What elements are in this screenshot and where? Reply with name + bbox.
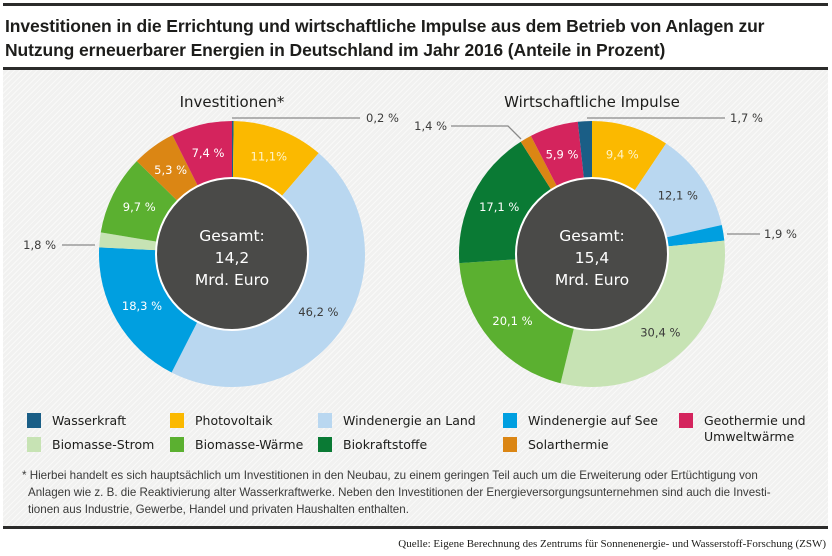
data-label-solarthermie: 5,3 %	[154, 163, 187, 177]
legend-label: Biomasse-Strom	[52, 437, 154, 453]
chart-title-investitionen: Investitionen*	[180, 93, 285, 111]
legend-label-line: Windenergie an Land	[343, 413, 476, 428]
slice-geothermie-und-umweltwaerme	[172, 121, 232, 188]
slice-photovoltaik	[592, 121, 667, 193]
center-disc	[515, 177, 669, 331]
data-label-windenergie-an-land: 46,2 %	[298, 305, 338, 319]
center-disc	[155, 177, 309, 331]
legend-item-wasserkraft: Wasserkraft	[27, 413, 126, 429]
donut-investitionen: Investitionen* 0,2 % 11,1% 46,2 % 18,3 % 1,8…	[23, 93, 399, 388]
source-note: Quelle: Eigene Berechnung des Zentrums f…	[398, 538, 826, 550]
legend-item-biokraftstoffe: Biokraftstoffe	[318, 437, 427, 453]
data-label-windenergie-auf-see: 1,9 %	[764, 227, 797, 241]
data-label-biokraftstoffe: 17,1 %	[479, 200, 519, 214]
data-label-biomasse-strom: 1,8 %	[23, 238, 56, 252]
center-label-line: 14,2	[215, 249, 250, 267]
slice-wasserkraft	[232, 121, 234, 181]
slice-geothermie-und-umweltwaerme	[530, 121, 585, 189]
legend-label-line: Windenergie auf See	[528, 413, 658, 428]
leader-line-solarthermie	[451, 125, 522, 140]
legend-swatch	[503, 437, 517, 452]
donut-wirtschaftliche-impulse: Wirtschaftliche Impulse 9,4 % 12,1 % 1,9 %…	[414, 93, 797, 388]
legend-item-windenergie-an-land: Windenergie an Land	[318, 413, 476, 429]
data-label-photovoltaik: 9,4 %	[606, 148, 639, 162]
slice-photovoltaik	[232, 121, 319, 198]
legend-swatch	[170, 437, 184, 452]
legend-label: Windenergie an Land	[343, 413, 476, 429]
center-label-line: Gesamt:	[559, 227, 625, 245]
legend-swatch	[27, 413, 41, 428]
slice-solarthermie	[520, 135, 558, 192]
legend-label-line: Solarthermie	[528, 437, 609, 452]
footnote: * Hierbei handelt es sich hauptsächlich …	[22, 467, 812, 518]
legend-swatch	[679, 413, 693, 428]
legend-label-line: Biokraftstoffe	[343, 437, 428, 452]
legend-swatch	[318, 437, 332, 452]
center-label-line: Gesamt:	[199, 227, 265, 245]
legend-label: Windenergie auf See	[528, 413, 658, 429]
title-line-2: Nutzung erneuerbarer Energien in Deutsch…	[5, 40, 666, 60]
slice-biomasse-strom	[99, 232, 159, 251]
legend-label-line: Umweltwärme	[704, 429, 795, 444]
legend-label: Wasserkraft	[52, 413, 126, 429]
center-label-line: Mrd. Euro	[195, 271, 269, 289]
slice-biomasse-waerme	[459, 259, 575, 384]
legend-label: Biokraftstoffe	[343, 437, 427, 453]
legend-label: Geothermie und Umweltwärme	[704, 413, 806, 445]
legend-label-line: Geothermie und	[704, 413, 806, 428]
data-label-photovoltaik: 11,1%	[251, 150, 288, 164]
footnote-line-1: * Hierbei handelt es sich hauptsächlich …	[22, 469, 758, 482]
footnote-line-2: Anlagen wie z. B. die Reaktivierung alte…	[28, 486, 771, 499]
top-rule	[3, 3, 828, 6]
legend-label-line: Biomasse-Wärme	[195, 437, 304, 452]
data-label-geothermie-und-umweltwaerme: 7,4 %	[192, 146, 225, 160]
legend-label: Photovoltaik	[195, 413, 272, 429]
data-label-biomasse-waerme: 20,1 %	[492, 314, 532, 328]
legend-item-solarthermie: Solarthermie	[503, 437, 609, 453]
title-line-1: Investitionen in die Errichtung und wirt…	[5, 16, 765, 36]
slice-biomasse-strom	[560, 240, 725, 388]
slice-biomasse-waerme	[100, 161, 180, 242]
footnote-line-3: tionen aus Industrie, Gewerbe, Handel un…	[28, 503, 409, 516]
legend-swatch	[318, 413, 332, 428]
legend-item-biomasse-waerme: Biomasse-Wärme	[170, 437, 303, 453]
chart-title: Investitionen in die Errichtung und wirt…	[5, 14, 825, 62]
data-label-windenergie-an-land: 12,1 %	[658, 188, 698, 202]
legend-item-windenergie-auf-see: Windenergie auf See	[503, 413, 658, 429]
legend-item-biomasse-strom: Biomasse-Strom	[27, 437, 154, 453]
data-label-wasserkraft: 0,2 %	[366, 111, 399, 125]
data-label-biomasse-strom: 30,4 %	[640, 325, 680, 339]
legend-swatch	[170, 413, 184, 428]
legend-label-line: Photovoltaik	[195, 413, 273, 428]
legend-item-photovoltaik: Photovoltaik	[170, 413, 272, 429]
slice-biokraftstoffe	[459, 141, 553, 264]
legend-label: Solarthermie	[528, 437, 609, 453]
legend-swatch	[503, 413, 517, 428]
data-label-solarthermie: 1,4 %	[414, 119, 447, 133]
legend-item-geothermie-und-umweltwaerme: Geothermie und Umweltwärme	[679, 413, 806, 445]
data-label-windenergie-auf-see: 18,3 %	[122, 299, 162, 313]
data-label-geothermie-und-umweltwaerme: 5,9 %	[546, 147, 579, 161]
legend-label-line: Wasserkraft	[52, 413, 127, 428]
center-label-line: 15,4	[575, 249, 610, 267]
data-label-biomasse-waerme: 9,7 %	[123, 200, 156, 214]
slice-windenergie-auf-see	[664, 224, 725, 247]
chart-title-impulse: Wirtschaftliche Impulse	[504, 93, 680, 111]
slice-windenergie-auf-see	[99, 247, 199, 373]
center-label-line: Mrd. Euro	[555, 271, 629, 289]
legend-label-line: Biomasse-Strom	[52, 437, 155, 452]
legend-label: Biomasse-Wärme	[195, 437, 303, 453]
slice-solarthermie	[136, 135, 199, 203]
data-label-wasserkraft: 1,7 %	[730, 111, 763, 125]
slice-wasserkraft	[577, 121, 592, 181]
legend-swatch	[27, 437, 41, 452]
